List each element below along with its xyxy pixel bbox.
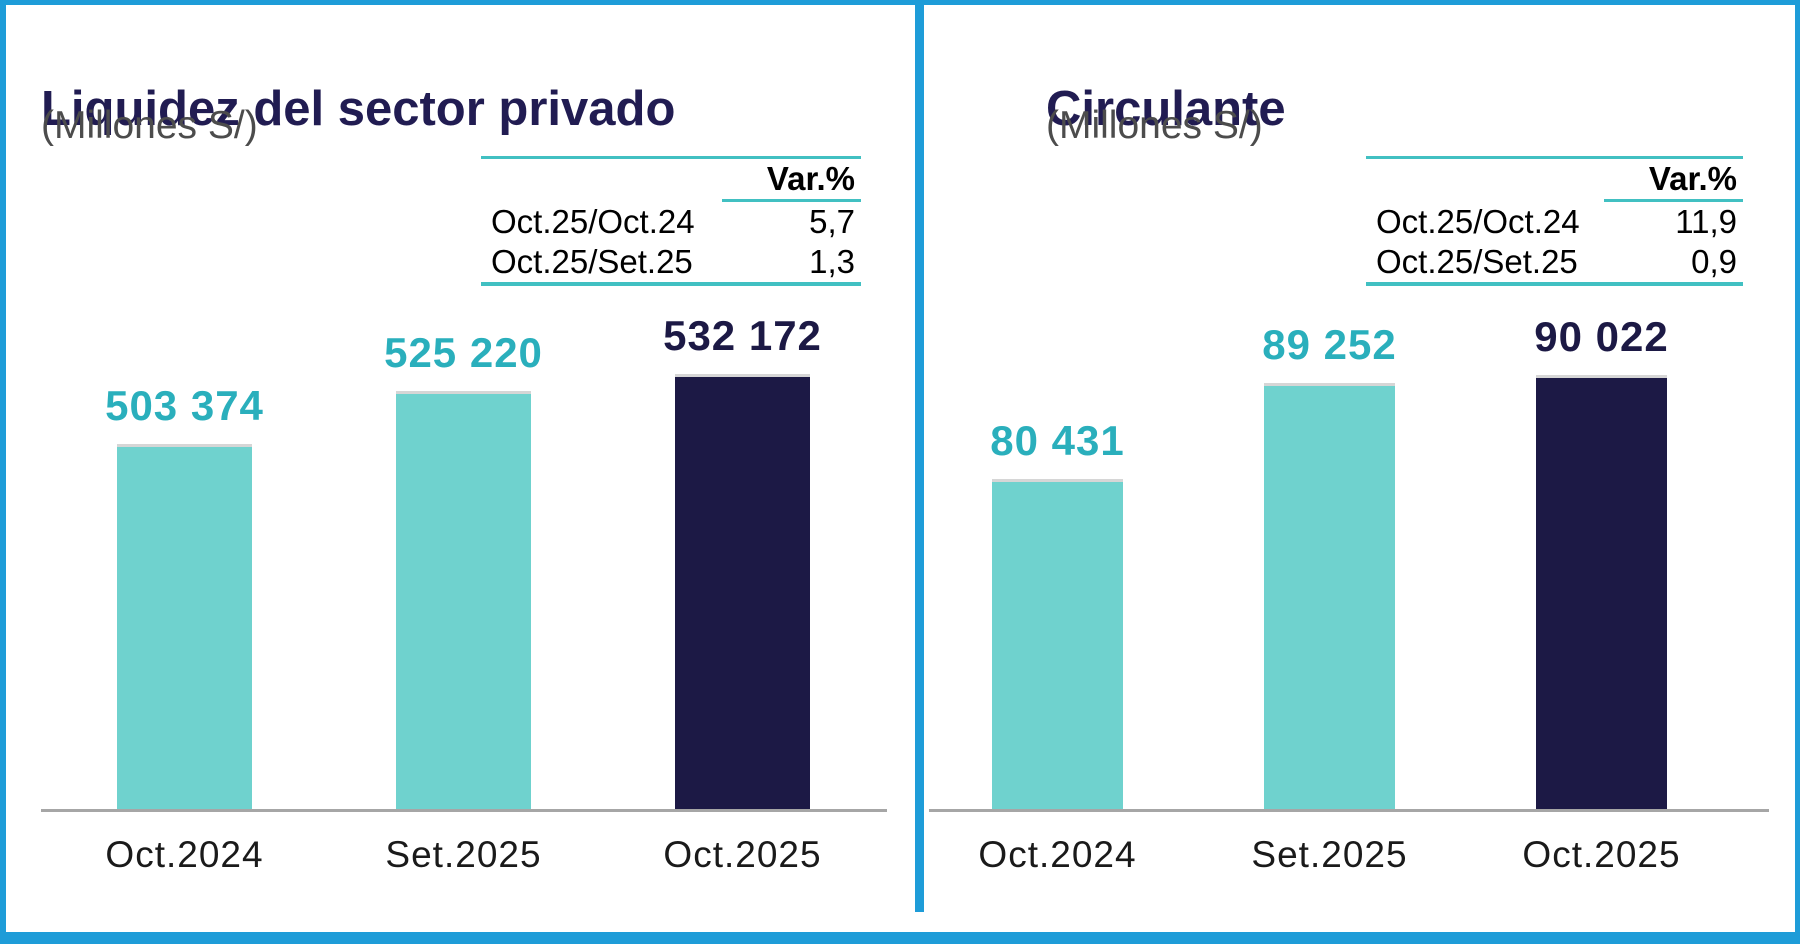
chart-title-liquidez: Liquidez del sector privado <box>41 81 676 136</box>
category-label: Oct.2025 <box>1522 834 1681 875</box>
category-label: Oct.2024 <box>978 834 1137 875</box>
bar-value-label: 525 220 <box>384 329 543 376</box>
var-table-row-value: 11,9 <box>1675 203 1737 240</box>
chart-title-circulante: Circulante <box>1046 81 1286 136</box>
chart-subtitle-liquidez: (Millones S/) <box>41 104 258 147</box>
var-table-row: Oct.25/Oct.24 11,9 <box>1366 202 1743 242</box>
var-table-header-label: Var.% <box>1648 160 1737 197</box>
var-table-row-label: Oct.25/Oct.24 <box>491 203 695 240</box>
var-table-row: Oct.25/Set.25 1,3 <box>481 242 861 282</box>
bar-plot-circulante: 80 431 Oct.2024 89 252 Set.2025 90 022 Oct.20… <box>929 313 1769 875</box>
var-table-row: Oct.25/Set.25 0,9 <box>1366 242 1743 282</box>
var-table-header-label: Var.% <box>766 160 855 197</box>
bar-column: 503 374 Oct.2024 <box>105 335 263 875</box>
bar-value-label: 503 374 <box>105 382 264 429</box>
chart-subtitle-circulante: (Millones S/) <box>1046 104 1263 147</box>
bar-value-label: 90 022 <box>1534 313 1669 360</box>
bar-value-label: 80 431 <box>990 417 1125 464</box>
var-table-row-label: Oct.25/Set.25 <box>491 243 693 280</box>
circulante-panel: Circulante (Millones S/) Var.% Oct.25/Oc… <box>915 0 1789 944</box>
var-table-row: Oct.25/Oct.24 5,7 <box>481 202 861 242</box>
liquidez-panel: Liquidez del sector privado (Millones S/… <box>41 81 887 875</box>
bar-column: 525 220 Set.2025 <box>384 329 542 875</box>
var-table-circulante: Var.% Oct.25/Oct.24 11,9 Oct.25/Set.25 0… <box>1366 156 1743 286</box>
var-table-header: Var.% <box>1366 159 1743 199</box>
bar <box>117 444 252 809</box>
bar-current-month <box>1536 375 1667 809</box>
bar <box>992 479 1123 809</box>
bar-plot-liquidez: 503 374 Oct.2024 525 220 Set.2025 532 172 Oct… <box>41 312 887 875</box>
category-label: Oct.2024 <box>105 834 264 875</box>
bar-value-label: 532 172 <box>663 312 822 359</box>
var-table-row-label: Oct.25/Oct.24 <box>1376 203 1580 240</box>
bar-columns: 80 431 Oct.2024 89 252 Set.2025 90 022 Oct.20… <box>978 313 1679 875</box>
var-table-row-value: 1,3 <box>809 243 855 280</box>
bar-current-month <box>675 374 810 809</box>
bar-value-label: 89 252 <box>1262 321 1397 368</box>
var-table-liquidez: Var.% Oct.25/Oct.24 5,7 Oct.25/Set.25 1,… <box>481 156 861 286</box>
panel-divider <box>915 0 924 912</box>
var-table-header-underline <box>1604 199 1743 202</box>
bar-column: 532 172 Oct.2025 <box>663 312 821 875</box>
var-table-header: Var.% <box>481 159 861 199</box>
var-table-row-label: Oct.25/Set.25 <box>1376 243 1578 280</box>
bar-column: 90 022 Oct.2025 <box>1522 313 1679 875</box>
var-table-row-value: 5,7 <box>809 203 855 240</box>
bar-column: 89 252 Set.2025 <box>1251 321 1406 875</box>
var-table-header-underline <box>722 199 861 202</box>
bar-columns: 503 374 Oct.2024 525 220 Set.2025 532 172 Oct… <box>105 312 821 875</box>
bar <box>1264 383 1395 809</box>
category-label: Set.2025 <box>1251 834 1408 875</box>
category-label: Set.2025 <box>385 834 542 875</box>
x-axis-line <box>41 809 887 812</box>
var-table-row-value: 0,9 <box>1691 243 1737 280</box>
category-label: Oct.2025 <box>663 834 822 875</box>
bar <box>396 391 531 809</box>
x-axis-line <box>929 809 1769 812</box>
bar-column: 80 431 Oct.2024 <box>978 335 1135 875</box>
